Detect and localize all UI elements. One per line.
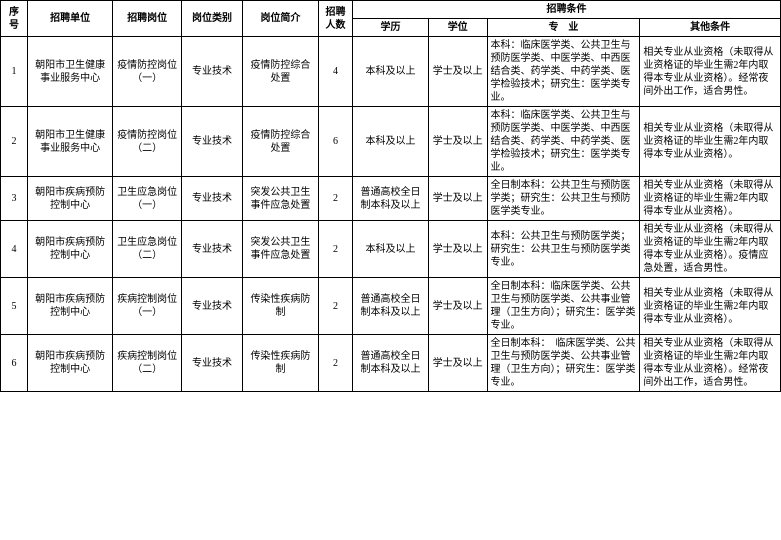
cell-seq: 1 [1, 37, 28, 107]
cell-degree: 学士及以上 [428, 177, 487, 221]
header-row-1: 序号 招聘单位 招聘岗位 岗位类别 岗位简介 招聘人数 招聘条件 [1, 1, 781, 19]
table-row: 4朝阳市疾病预防控制中心卫生应急岗位（二）专业技术突发公共卫生事件应急处置2本科… [1, 221, 781, 278]
cell-intro: 传染性疾病防制 [243, 278, 319, 335]
cell-education: 普通高校全日制本科及以上 [353, 278, 429, 335]
cell-position: 卫生应急岗位（一） [113, 177, 181, 221]
cell-unit: 朝阳市疾病预防控制中心 [27, 335, 113, 392]
cell-position: 疫情防控岗位（二） [113, 107, 181, 177]
cell-position: 卫生应急岗位（二） [113, 221, 181, 278]
header-count: 招聘人数 [318, 1, 352, 37]
cell-unit: 朝阳市疾病预防控制中心 [27, 177, 113, 221]
cell-other: 相关专业从业资格（未取得从业资格证的毕业生需2年内取得本专业从业资格）。经常夜间… [640, 37, 781, 107]
header-conditions: 招聘条件 [353, 1, 781, 19]
table-row: 3朝阳市疾病预防控制中心卫生应急岗位（一）专业技术突发公共卫生事件应急处置2普通… [1, 177, 781, 221]
cell-unit: 朝阳市疾病预防控制中心 [27, 278, 113, 335]
cell-unit: 朝阳市疾病预防控制中心 [27, 221, 113, 278]
cell-seq: 3 [1, 177, 28, 221]
cell-major: 本科：公共卫生与预防医学类；研究生：公共卫生与预防医学类专业。 [487, 221, 640, 278]
cell-education: 本科及以上 [353, 221, 429, 278]
cell-intro: 疫情防控综合处置 [243, 107, 319, 177]
cell-degree: 学士及以上 [428, 335, 487, 392]
cell-category: 专业技术 [181, 278, 242, 335]
header-seq: 序号 [1, 1, 28, 37]
cell-major: 本科：临床医学类、公共卫生与预防医学类、中医学类、中西医结合类、药学类、中药学类… [487, 107, 640, 177]
header-other: 其他条件 [640, 19, 781, 37]
cell-count: 4 [318, 37, 352, 107]
cell-other: 相关专业从业资格（未取得从业资格证的毕业生需2年内取得本专业从业资格）。疫情应急… [640, 221, 781, 278]
cell-count: 2 [318, 278, 352, 335]
cell-other: 相关专业从业资格（未取得从业资格证的毕业生需2年内取得本专业从业资格）。 [640, 107, 781, 177]
cell-degree: 学士及以上 [428, 37, 487, 107]
cell-unit: 朝阳市卫生健康事业服务中心 [27, 37, 113, 107]
header-category: 岗位类别 [181, 1, 242, 37]
header-education: 学历 [353, 19, 429, 37]
cell-major: 全日制本科：公共卫生与预防医学类；研究生：公共卫生与预防医学类专业。 [487, 177, 640, 221]
cell-category: 专业技术 [181, 37, 242, 107]
cell-position: 疫情防控岗位（一） [113, 37, 181, 107]
cell-intro: 传染性疾病防制 [243, 335, 319, 392]
cell-category: 专业技术 [181, 221, 242, 278]
cell-seq: 5 [1, 278, 28, 335]
cell-count: 2 [318, 335, 352, 392]
header-major: 专 业 [487, 19, 640, 37]
cell-seq: 4 [1, 221, 28, 278]
cell-major: 全日制本科： 临床医学类、公共卫生与预防医学类、公共事业管理（卫生方向）；研究生… [487, 335, 640, 392]
cell-other: 相关专业从业资格（未取得从业资格证的毕业生需2年内取得本专业从业资格）。 [640, 278, 781, 335]
table-row: 6朝阳市疾病预防控制中心疾病控制岗位（二）专业技术传染性疾病防制2普通高校全日制… [1, 335, 781, 392]
cell-other: 相关专业从业资格（未取得从业资格证的毕业生需2年内取得本专业从业资格）。经常夜间… [640, 335, 781, 392]
cell-education: 普通高校全日制本科及以上 [353, 335, 429, 392]
cell-category: 专业技术 [181, 107, 242, 177]
cell-intro: 疫情防控综合处置 [243, 37, 319, 107]
cell-count: 2 [318, 221, 352, 278]
table-row: 1朝阳市卫生健康事业服务中心疫情防控岗位（一）专业技术疫情防控综合处置4本科及以… [1, 37, 781, 107]
cell-intro: 突发公共卫生事件应急处置 [243, 221, 319, 278]
header-degree: 学位 [428, 19, 487, 37]
header-position: 招聘岗位 [113, 1, 181, 37]
header-unit: 招聘单位 [27, 1, 113, 37]
cell-position: 疾病控制岗位（二） [113, 335, 181, 392]
header-intro: 岗位简介 [243, 1, 319, 37]
cell-degree: 学士及以上 [428, 221, 487, 278]
cell-other: 相关专业从业资格（未取得从业资格证的毕业生需2年内取得本专业从业资格）。 [640, 177, 781, 221]
cell-education: 本科及以上 [353, 107, 429, 177]
cell-seq: 2 [1, 107, 28, 177]
cell-unit: 朝阳市卫生健康事业服务中心 [27, 107, 113, 177]
cell-education: 普通高校全日制本科及以上 [353, 177, 429, 221]
cell-major: 全日制本科：临床医学类、公共卫生与预防医学类、公共事业管理（卫生方向）；研究生：… [487, 278, 640, 335]
cell-major: 本科：临床医学类、公共卫生与预防医学类、中医学类、中西医结合类、药学类、中药学类… [487, 37, 640, 107]
cell-position: 疾病控制岗位（一） [113, 278, 181, 335]
cell-category: 专业技术 [181, 177, 242, 221]
cell-degree: 学士及以上 [428, 107, 487, 177]
cell-count: 2 [318, 177, 352, 221]
cell-count: 6 [318, 107, 352, 177]
cell-seq: 6 [1, 335, 28, 392]
table-row: 2朝阳市卫生健康事业服务中心疫情防控岗位（二）专业技术疫情防控综合处置6本科及以… [1, 107, 781, 177]
cell-degree: 学士及以上 [428, 278, 487, 335]
cell-intro: 突发公共卫生事件应急处置 [243, 177, 319, 221]
cell-education: 本科及以上 [353, 37, 429, 107]
recruitment-table: 序号 招聘单位 招聘岗位 岗位类别 岗位简介 招聘人数 招聘条件 学历 学位 专… [0, 0, 781, 392]
table-row: 5朝阳市疾病预防控制中心疾病控制岗位（一）专业技术传染性疾病防制2普通高校全日制… [1, 278, 781, 335]
cell-category: 专业技术 [181, 335, 242, 392]
